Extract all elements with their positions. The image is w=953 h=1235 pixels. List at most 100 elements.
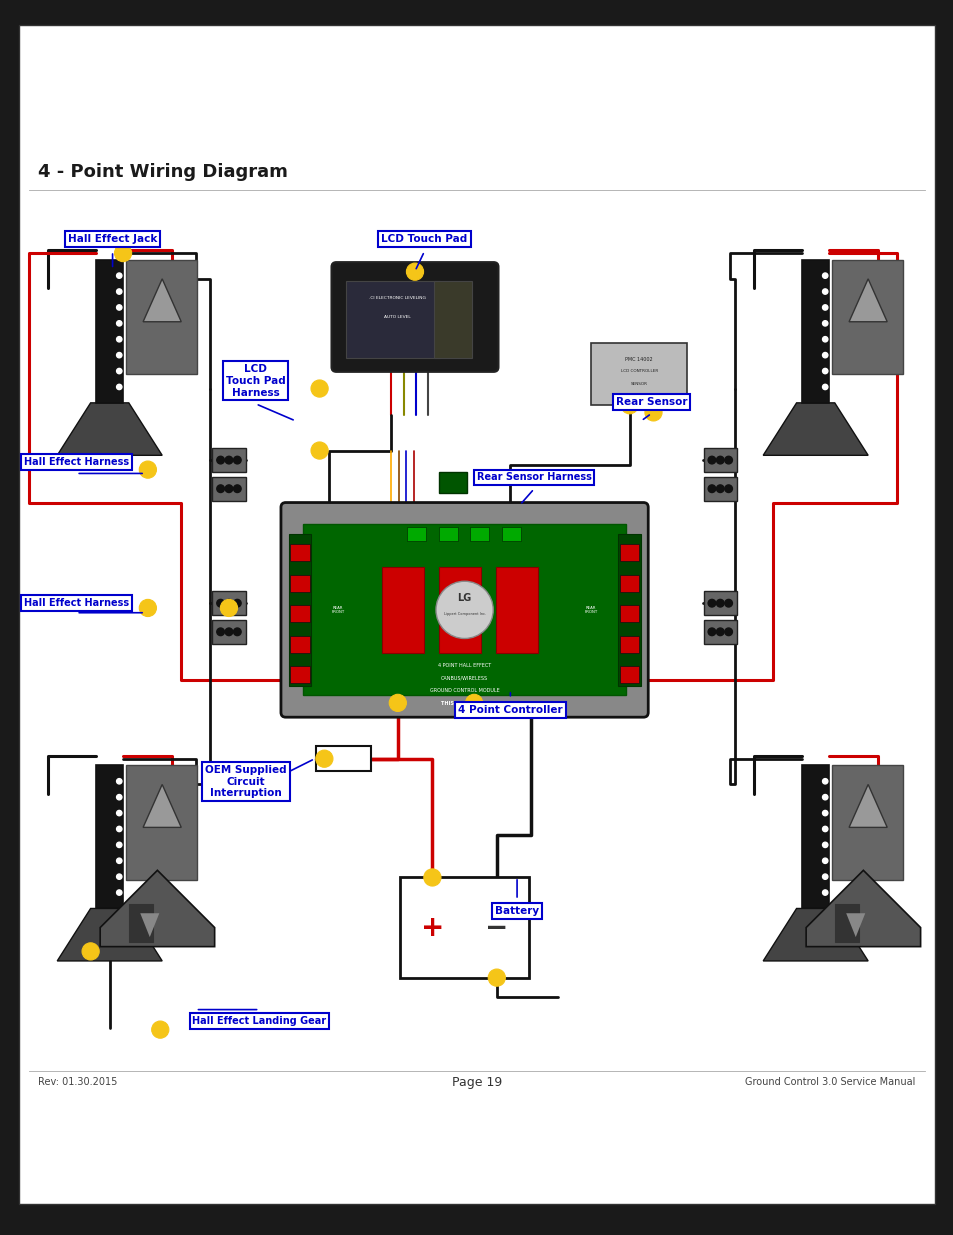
Polygon shape (845, 913, 864, 937)
Circle shape (152, 1021, 169, 1039)
FancyBboxPatch shape (280, 503, 648, 718)
Bar (126, 259, 197, 374)
Circle shape (724, 627, 732, 636)
Circle shape (707, 485, 715, 493)
Text: GROUND CONTROL MODULE: GROUND CONTROL MODULE (429, 688, 499, 693)
Text: Hall Effect Harness: Hall Effect Harness (24, 457, 129, 467)
Circle shape (406, 263, 423, 280)
Polygon shape (805, 871, 920, 947)
Circle shape (216, 627, 224, 636)
Bar (831, 259, 902, 374)
Circle shape (116, 321, 122, 326)
Text: REAR
FRONT: REAR FRONT (584, 605, 597, 614)
Circle shape (225, 485, 233, 493)
Polygon shape (140, 913, 159, 937)
Bar (288, 534, 311, 687)
Text: .CI ELECTRONIC LEVELING: .CI ELECTRONIC LEVELING (369, 296, 426, 300)
Circle shape (116, 858, 122, 863)
Text: Hall Effect Jack: Hall Effect Jack (68, 233, 157, 243)
Bar (212, 477, 245, 500)
Polygon shape (762, 909, 867, 961)
Circle shape (821, 305, 827, 310)
Bar (619, 605, 639, 622)
Circle shape (216, 456, 224, 464)
Circle shape (116, 384, 122, 389)
Bar (470, 527, 489, 541)
Bar (501, 527, 520, 541)
Circle shape (116, 305, 122, 310)
Bar (303, 525, 626, 695)
Text: Ground Control 3.0 Service Manual: Ground Control 3.0 Service Manual (744, 1077, 915, 1087)
Bar (801, 766, 828, 909)
Circle shape (716, 485, 723, 493)
Polygon shape (57, 403, 162, 456)
Polygon shape (848, 279, 886, 322)
Circle shape (233, 599, 241, 608)
Text: OEM Supplied
Circuit
Interruption: OEM Supplied Circuit Interruption (205, 764, 287, 798)
Text: Hall Effect Landing Gear: Hall Effect Landing Gear (193, 1016, 326, 1026)
Bar (438, 567, 480, 653)
Circle shape (821, 874, 827, 879)
Circle shape (116, 368, 122, 374)
Bar (290, 605, 309, 622)
Circle shape (116, 890, 122, 895)
Circle shape (423, 869, 440, 885)
Bar (619, 666, 639, 683)
Circle shape (225, 627, 233, 636)
Circle shape (315, 750, 333, 767)
Bar (801, 259, 828, 403)
Bar (831, 766, 902, 879)
Bar (212, 448, 245, 472)
Circle shape (821, 778, 827, 784)
Circle shape (821, 826, 827, 831)
Circle shape (716, 456, 723, 464)
Bar (702, 620, 736, 643)
Text: Rear Sensor Harness: Rear Sensor Harness (476, 472, 591, 482)
Circle shape (707, 627, 715, 636)
Polygon shape (848, 784, 886, 827)
Bar (702, 477, 736, 500)
Circle shape (716, 599, 723, 608)
Bar (315, 746, 371, 771)
Text: Rear Sensor: Rear Sensor (616, 396, 686, 406)
Circle shape (116, 794, 122, 800)
Circle shape (116, 289, 122, 294)
Circle shape (821, 368, 827, 374)
Circle shape (465, 694, 482, 711)
Bar (619, 574, 639, 592)
Bar (438, 527, 457, 541)
Bar (381, 567, 423, 653)
Bar (834, 904, 858, 942)
Polygon shape (143, 279, 181, 322)
Circle shape (821, 794, 827, 800)
Circle shape (644, 404, 661, 421)
Circle shape (716, 627, 723, 636)
Text: THIS SIDE DOWN: THIS SIDE DOWN (440, 700, 488, 706)
Circle shape (139, 461, 156, 478)
Circle shape (724, 456, 732, 464)
Circle shape (821, 810, 827, 816)
Bar (618, 534, 640, 687)
Bar (96, 259, 123, 403)
Circle shape (724, 599, 732, 608)
Text: Hall Effect Harness: Hall Effect Harness (24, 598, 129, 608)
Bar (702, 592, 736, 615)
Circle shape (82, 942, 99, 960)
Text: 4 POINT HALL EFFECT: 4 POINT HALL EFFECT (437, 663, 491, 668)
Text: Page 19: Page 19 (452, 1076, 501, 1088)
Circle shape (116, 842, 122, 847)
Circle shape (233, 456, 241, 464)
Text: LCD
Touch Pad
Harness: LCD Touch Pad Harness (226, 364, 285, 398)
Circle shape (620, 396, 638, 414)
Circle shape (389, 694, 406, 711)
Circle shape (116, 874, 122, 879)
Circle shape (707, 456, 715, 464)
Text: 4 Point Controller: 4 Point Controller (457, 705, 562, 715)
Circle shape (216, 599, 224, 608)
Circle shape (821, 858, 827, 863)
Text: Rev: 01.30.2015: Rev: 01.30.2015 (38, 1077, 117, 1087)
Bar (345, 282, 439, 358)
Circle shape (114, 245, 132, 262)
Circle shape (225, 456, 233, 464)
Circle shape (821, 842, 827, 847)
